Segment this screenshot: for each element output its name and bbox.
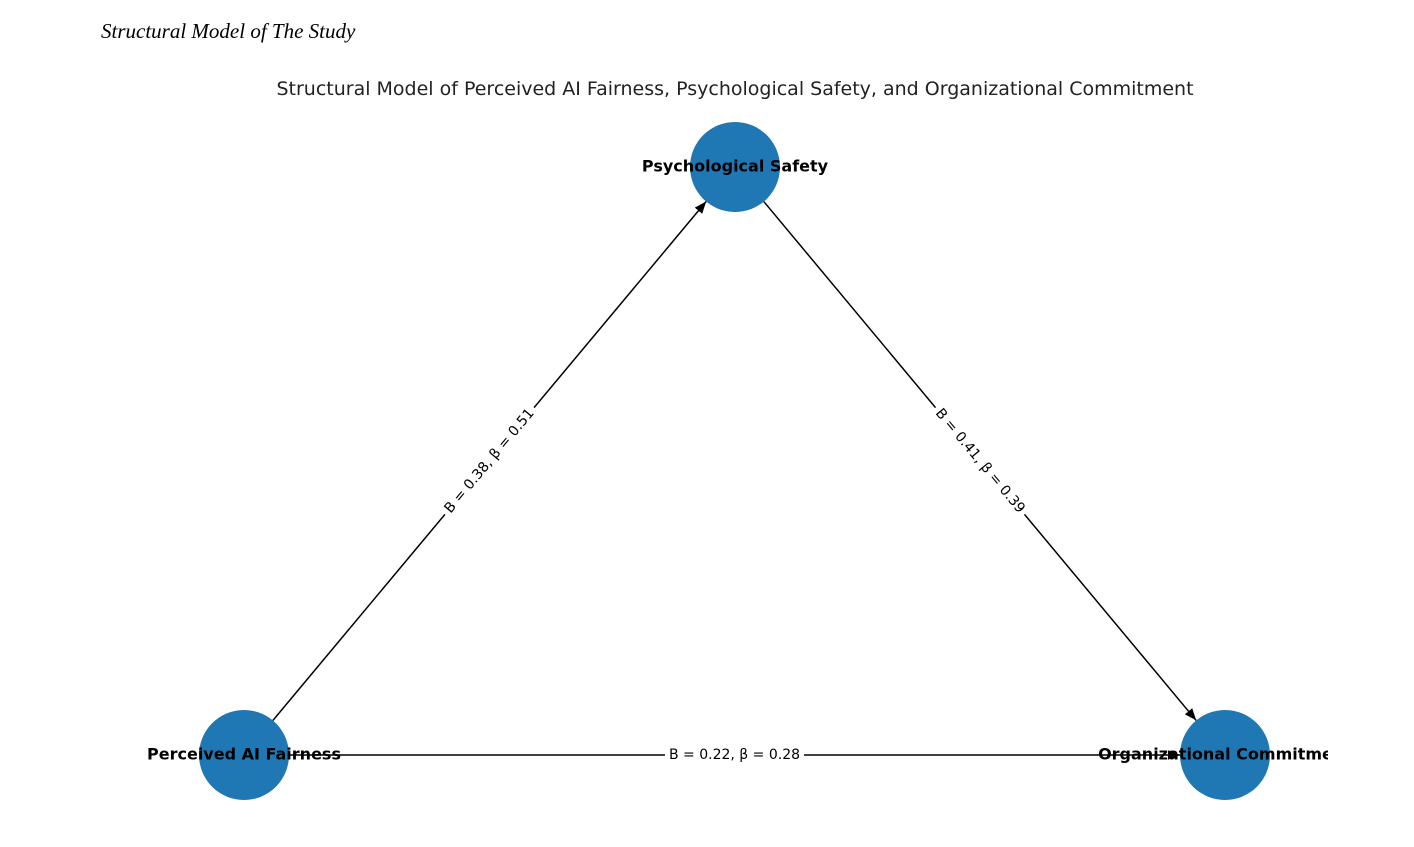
edge-label-group: B = 0.38, β = 0.51 <box>438 401 541 521</box>
edges <box>272 201 1197 760</box>
edge-label: B = 0.41, β = 0.39 <box>932 406 1028 517</box>
caption: Structural Model of The Study <box>101 19 356 43</box>
edge-label-group: B = 0.22, β = 0.28 <box>664 746 805 764</box>
edge-label-bg <box>928 401 1032 521</box>
node-label: Perceived AI Fairness <box>147 745 341 764</box>
node-label: Organizational Commitment <box>1098 745 1352 764</box>
edge-labels: B = 0.38, β = 0.51 B = 0.41, β = 0.39 B = … <box>438 401 1032 764</box>
edge-label: B = 0.38, β = 0.51 <box>441 406 537 517</box>
nodes: Perceived AI Fairness Psychological Safet… <box>147 122 1352 800</box>
edge-label-group: B = 0.41, β = 0.39 <box>928 401 1032 521</box>
edge-label-bg <box>438 401 541 521</box>
node <box>1180 710 1270 800</box>
edge-label-bg <box>664 746 805 764</box>
node <box>199 710 289 800</box>
diagram-title: Structural Model of Perceived AI Fairnes… <box>276 78 1193 100</box>
node <box>690 122 780 212</box>
node-label: Psychological Safety <box>642 157 829 176</box>
edge-label: B = 0.22, β = 0.28 <box>669 747 800 763</box>
